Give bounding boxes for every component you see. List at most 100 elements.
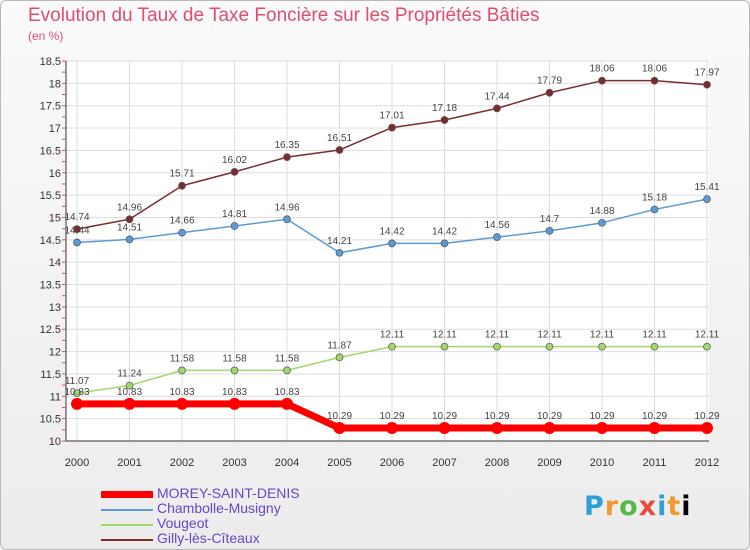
data-label: 12.11 xyxy=(695,330,720,341)
x-tick-label: 2001 xyxy=(117,457,141,469)
data-point xyxy=(598,218,606,227)
data-point xyxy=(176,397,188,410)
data-label: 10.29 xyxy=(432,411,457,422)
data-label: 14.96 xyxy=(117,202,142,213)
data-label: 12.11 xyxy=(485,330,510,341)
data-point xyxy=(73,389,81,398)
data-label: 11.58 xyxy=(275,353,300,364)
data-label: 10.29 xyxy=(642,411,667,422)
data-point xyxy=(335,146,344,154)
legend-label: Vougeot xyxy=(157,515,209,531)
data-point xyxy=(545,227,554,235)
y-tick-label: 15 xyxy=(49,212,61,224)
data-point xyxy=(701,422,713,435)
data-point xyxy=(650,205,659,214)
data-point xyxy=(703,342,711,351)
data-label: 10.83 xyxy=(274,387,299,398)
legend-item: Gilly-lès-Cîteaux xyxy=(101,530,401,547)
data-label: 14.88 xyxy=(589,206,614,217)
x-tick-label: 2004 xyxy=(275,457,299,469)
y-tick-label: 11 xyxy=(50,391,61,403)
data-point xyxy=(650,342,659,351)
data-label: 14.44 xyxy=(64,226,89,237)
data-label: 14.56 xyxy=(484,220,509,231)
data-label: 12.11 xyxy=(590,330,615,341)
data-point xyxy=(545,88,554,97)
data-label: 16.35 xyxy=(274,140,299,151)
chart-subtitle: (en %) xyxy=(28,29,64,43)
legend-item: Vougeot xyxy=(101,515,401,532)
y-tick-label: 14 xyxy=(49,257,61,269)
data-label: 12.11 xyxy=(537,330,562,341)
y-tick-label: 12 xyxy=(49,347,61,359)
data-label: 14.21 xyxy=(327,236,352,247)
data-point xyxy=(123,397,136,410)
data-label: 14.81 xyxy=(222,209,247,220)
x-tick-label: 2007 xyxy=(432,457,456,469)
data-label: 11.58 xyxy=(170,353,195,364)
data-label: 14.42 xyxy=(432,226,457,237)
data-point xyxy=(386,422,398,435)
data-point xyxy=(230,168,239,176)
x-tick-label: 2010 xyxy=(590,457,614,469)
data-point xyxy=(491,422,503,435)
data-label: 14.42 xyxy=(379,226,404,237)
data-point xyxy=(493,233,501,241)
y-tick-label: 17.5 xyxy=(40,101,61,113)
y-tick-label: 12.5 xyxy=(40,324,61,336)
data-label: 10.29 xyxy=(694,411,719,422)
data-point xyxy=(596,422,608,435)
data-label: 11.07 xyxy=(65,376,90,387)
legend-swatch xyxy=(101,524,153,526)
y-tick-label: 11.5 xyxy=(40,369,61,381)
data-point xyxy=(543,422,556,435)
data-label: 10.29 xyxy=(484,411,509,422)
proxiti-logo: Proxiti xyxy=(584,491,692,522)
data-point xyxy=(388,342,396,351)
data-label: 10.29 xyxy=(327,411,352,422)
data-label: 18.06 xyxy=(642,64,667,75)
legend: MOREY-SAINT-DENIS Chambolle-Musigny Vougeo… xyxy=(101,485,401,547)
data-point xyxy=(230,366,239,375)
data-point xyxy=(73,225,81,233)
y-tick-label: 16.5 xyxy=(40,145,61,157)
data-label: 14.51 xyxy=(117,222,142,233)
data-label: 14.66 xyxy=(169,216,194,227)
data-label: 10.83 xyxy=(222,387,247,398)
data-point xyxy=(283,153,291,161)
data-label: 10.29 xyxy=(379,411,404,422)
data-point xyxy=(125,215,134,224)
y-tick-label: 15.5 xyxy=(40,190,61,202)
legend-item: MOREY-SAINT-DENIS xyxy=(101,485,401,502)
x-tick-label: 2003 xyxy=(222,457,246,469)
data-label: 17.18 xyxy=(432,103,457,114)
data-point xyxy=(230,222,239,230)
data-point xyxy=(73,238,81,247)
data-label: 10.29 xyxy=(537,411,562,422)
data-point xyxy=(283,366,291,375)
data-point xyxy=(650,76,659,85)
x-tick-label: 2009 xyxy=(537,457,561,469)
legend-swatch xyxy=(101,509,153,511)
legend-swatch xyxy=(101,491,153,498)
data-point xyxy=(125,381,134,390)
data-label: 16.02 xyxy=(222,155,247,166)
data-point xyxy=(388,123,396,132)
x-tick-label: 2002 xyxy=(170,457,194,469)
legend-item: Chambolle-Musigny xyxy=(101,500,401,517)
data-point xyxy=(178,366,186,375)
data-point xyxy=(335,248,344,257)
y-tick-label: 18 xyxy=(49,78,61,90)
x-tick-label: 2012 xyxy=(695,457,719,469)
y-tick-label: 13 xyxy=(49,302,61,314)
y-tick-label: 17 xyxy=(49,123,61,135)
data-label: 17.97 xyxy=(694,68,719,79)
data-point xyxy=(71,397,83,410)
legend-label: Gilly-lès-Cîteaux xyxy=(157,530,260,546)
data-label: 17.44 xyxy=(484,91,509,102)
data-label: 11.58 xyxy=(222,353,247,364)
data-point xyxy=(388,239,396,248)
x-tick-label: 2006 xyxy=(380,457,404,469)
